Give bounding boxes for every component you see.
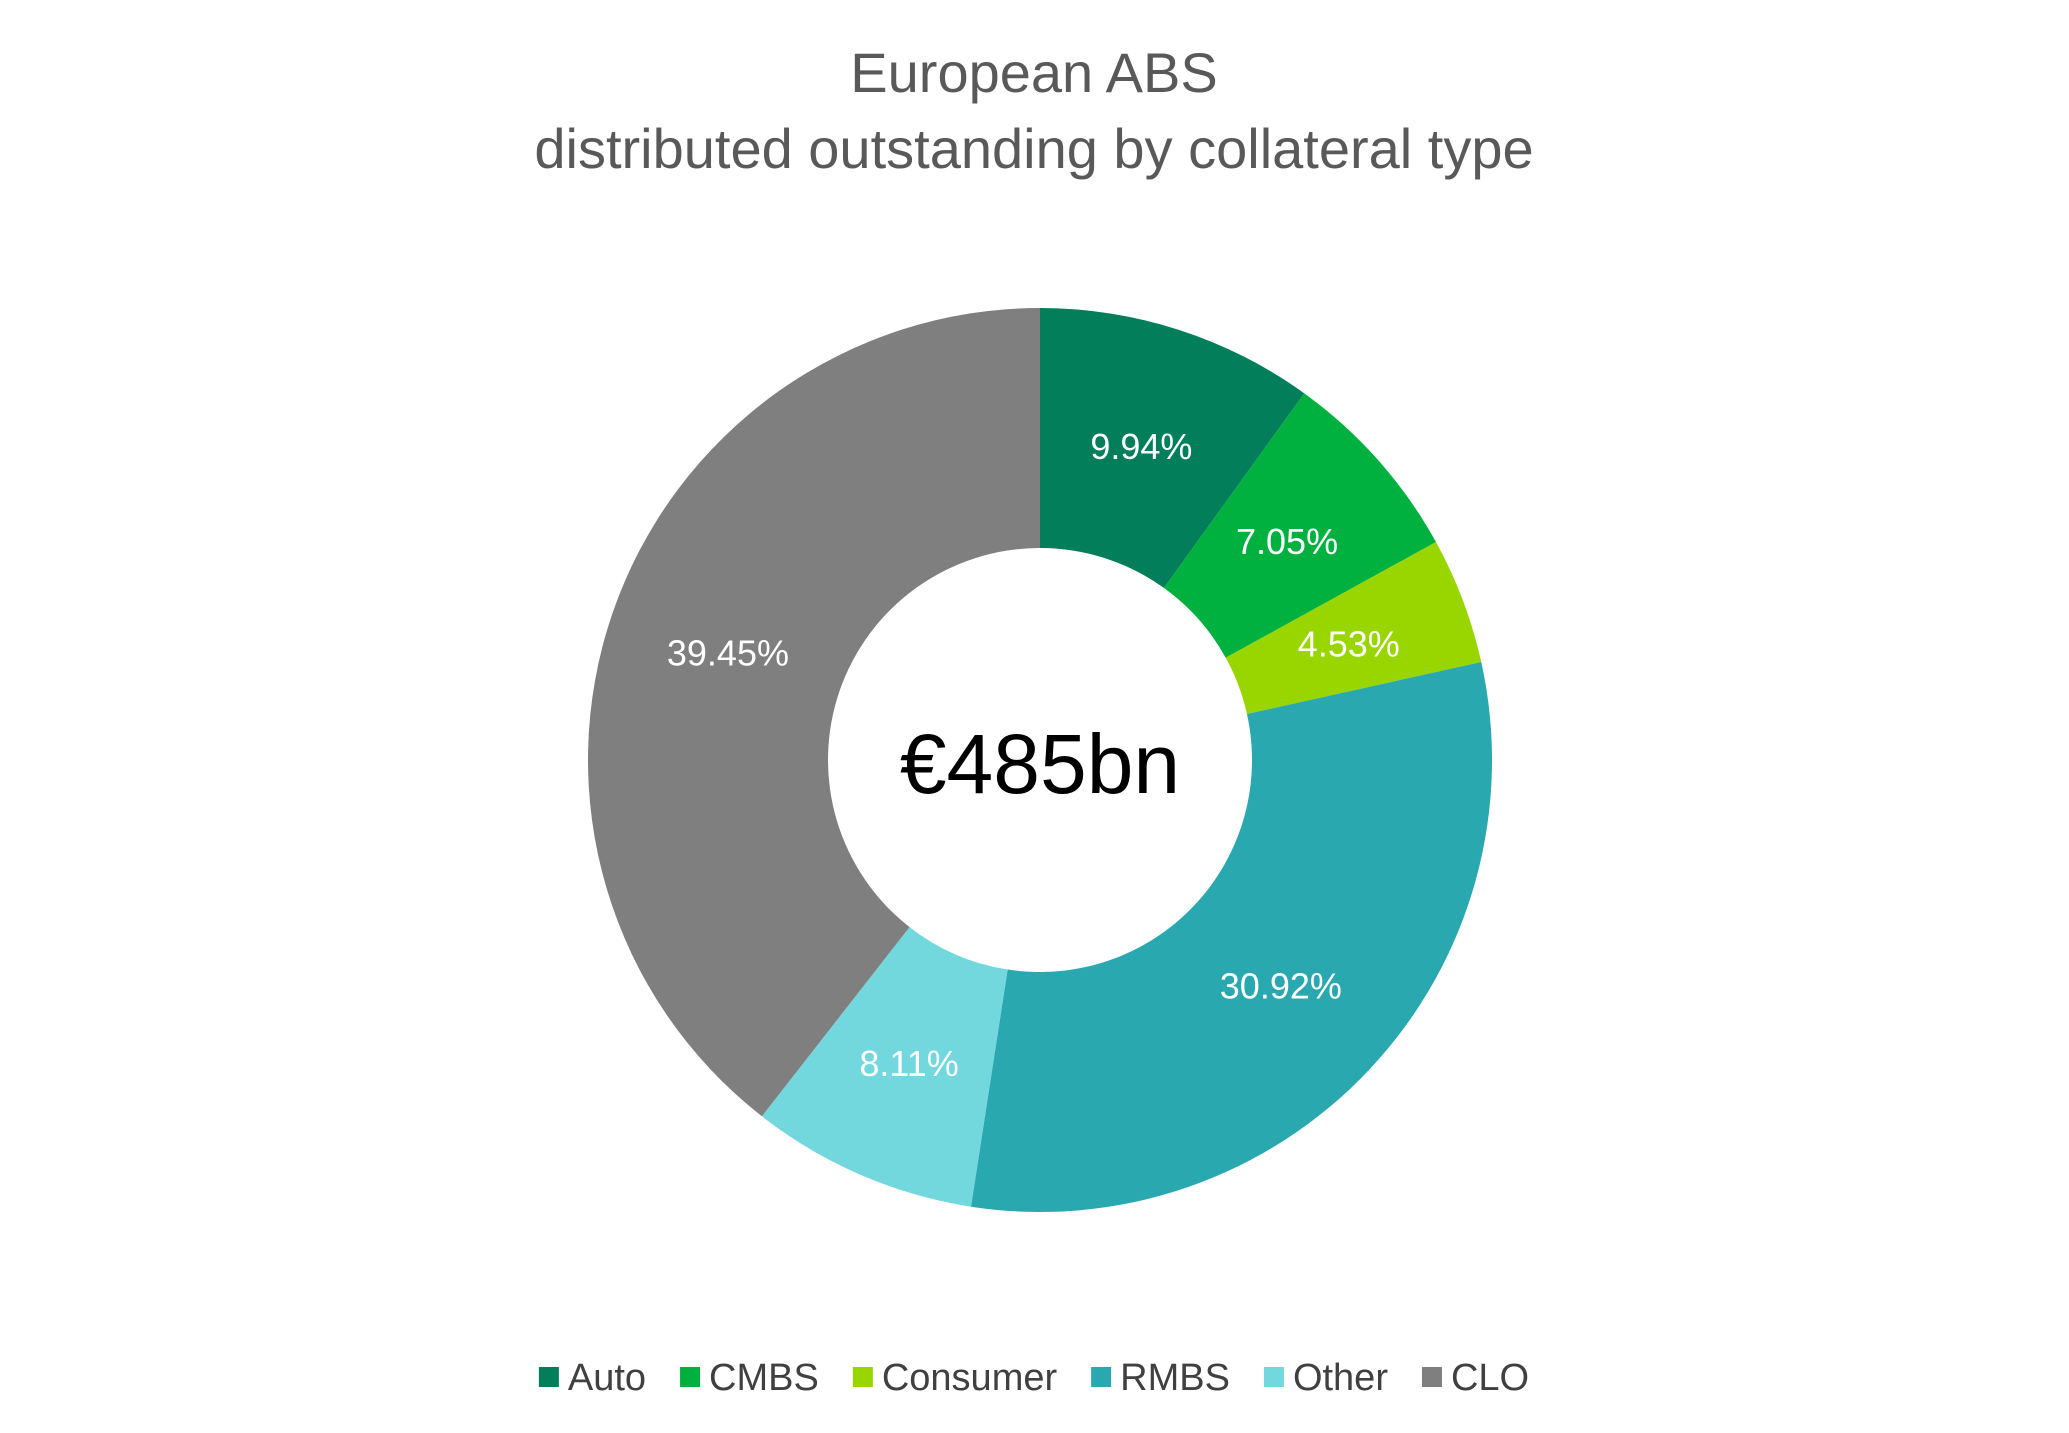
legend-swatch-consumer: [852, 1367, 873, 1387]
data-label-cmbs: 7.05%: [1236, 521, 1338, 562]
legend-label-auto: Auto: [568, 1357, 646, 1399]
legend-item-auto: Auto: [538, 1357, 646, 1399]
slice-cmbs: [1163, 393, 1436, 658]
slice-clo: [588, 308, 1040, 1117]
legend-swatch-cmbs: [680, 1367, 701, 1387]
legend-label-consumer: Consumer: [882, 1357, 1058, 1399]
legend-item-clo: CLO: [1421, 1357, 1529, 1399]
center-total-label: €485bn: [900, 717, 1180, 811]
data-label-clo: 39.45%: [667, 633, 789, 674]
data-label-rmbs: 30.92%: [1220, 966, 1342, 1007]
legend-item-cmbs: CMBS: [680, 1357, 819, 1399]
data-label-consumer: 4.53%: [1298, 623, 1400, 664]
legend-item-consumer: Consumer: [852, 1357, 1058, 1399]
data-label-auto: 9.94%: [1090, 426, 1192, 467]
chart-title-line-1: European ABS: [850, 41, 1217, 104]
legend-item-rmbs: RMBS: [1091, 1357, 1230, 1399]
slice-auto: [1040, 308, 1305, 589]
legend-label-rmbs: RMBS: [1120, 1357, 1230, 1399]
legend-swatch-rmbs: [1091, 1367, 1112, 1387]
legend-label-clo: CLO: [1451, 1357, 1529, 1399]
slice-rmbs: [970, 661, 1492, 1212]
donut-slices: [588, 308, 1492, 1212]
legend-swatch-other: [1263, 1367, 1284, 1387]
data-label-other: 8.11%: [859, 1043, 958, 1084]
legend: Auto CMBS Consumer RMBS Other CLO: [538, 1357, 1529, 1399]
legend-label-other: Other: [1293, 1357, 1388, 1399]
slice-other: [761, 927, 1008, 1207]
legend-swatch-auto: [538, 1367, 559, 1387]
legend-swatch-clo: [1421, 1367, 1442, 1387]
legend-item-other: Other: [1263, 1357, 1388, 1399]
chart-title-line-2: distributed outstanding by collateral ty…: [534, 117, 1533, 180]
legend-label-cmbs: CMBS: [709, 1357, 819, 1399]
slice-consumer: [1225, 541, 1482, 715]
chart-title: European ABS distributed outstanding by …: [534, 41, 1533, 180]
slice-labels: 9.94% 7.05% 4.53% 30.92% 8.11% 39.45%: [667, 426, 1400, 1084]
